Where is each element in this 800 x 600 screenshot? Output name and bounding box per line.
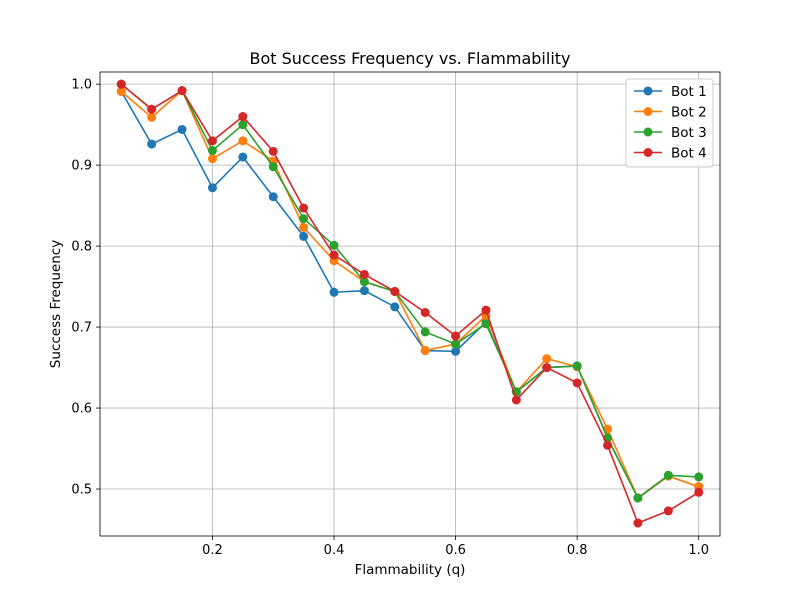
bot-2-point xyxy=(299,222,309,232)
legend-marker-bot-2 xyxy=(643,107,653,116)
legend: Bot 1 Bot 2 Bot 3 Bot 4 xyxy=(625,78,714,168)
ticks: 0.2 0.4 0.6 0.8 1.0 0.5 0.6 0.7 0.8 0.9 1.0 xyxy=(71,78,709,558)
bot-2-point xyxy=(147,112,157,122)
y-tick-label: 0.5 xyxy=(71,483,92,498)
y-tick-label: 0.9 xyxy=(71,159,92,174)
bot-3-point xyxy=(420,327,430,337)
bot-2-point xyxy=(116,86,126,96)
bot-4-point xyxy=(663,506,673,516)
x-axis-label: Flammability (q) xyxy=(355,562,466,578)
bot-1-point xyxy=(268,192,278,202)
bot-4-point xyxy=(572,378,582,388)
bot-1-point xyxy=(329,287,339,297)
bot-4-point xyxy=(420,308,430,318)
legend-marker-bot-1 xyxy=(643,86,653,96)
bot-4-point xyxy=(542,363,552,373)
bot-1-point xyxy=(390,302,400,312)
legend-label-bot-3: Bot 3 xyxy=(671,125,707,141)
bot-3-point xyxy=(481,319,491,329)
bot-4-point xyxy=(207,136,217,146)
legend-box xyxy=(625,78,714,168)
bot-3-point xyxy=(238,120,248,130)
bot-3-point xyxy=(694,472,704,482)
bot-3-point xyxy=(359,277,369,287)
series-group xyxy=(116,79,704,528)
bot-4-point xyxy=(603,440,613,450)
bot-1-point xyxy=(451,346,461,356)
x-tick-label: 0.6 xyxy=(445,543,466,558)
grid xyxy=(100,72,720,536)
y-tick-label: 1.0 xyxy=(71,78,92,93)
bot-4-point xyxy=(481,305,491,315)
bot-1-point xyxy=(299,231,309,241)
bot-2-point xyxy=(238,136,248,146)
bot-3-line xyxy=(120,83,699,499)
x-tick-label: 0.4 xyxy=(324,543,345,558)
bot-1-point xyxy=(207,183,217,193)
bot-3-point xyxy=(572,361,582,371)
y-tick-label: 0.7 xyxy=(71,321,92,336)
bot-1-point xyxy=(177,124,187,134)
bot-3-point xyxy=(299,214,309,224)
bot-4-point xyxy=(147,104,157,114)
bot-2-line xyxy=(120,89,699,499)
x-tick-label: 1.0 xyxy=(688,543,709,558)
bot-4-point xyxy=(633,518,643,528)
y-axis-label: Success Frequency xyxy=(48,240,64,368)
bot-4-point xyxy=(511,395,521,405)
bot-4-point xyxy=(451,331,461,341)
bot-4-point xyxy=(299,203,309,213)
legend-marker-bot-4 xyxy=(643,148,653,157)
bot-4-point xyxy=(177,86,187,96)
bot-4-point xyxy=(329,250,339,260)
bot-3-point xyxy=(207,146,217,156)
y-tick-label: 0.6 xyxy=(71,402,92,417)
bot-3-point xyxy=(329,240,339,250)
bot-4-point xyxy=(359,269,369,279)
bot-2-point xyxy=(420,346,430,356)
legend-label-bot-4: Bot 4 xyxy=(671,146,707,162)
bot-4-point xyxy=(238,112,248,122)
bot-1-point xyxy=(238,152,248,162)
bot-2-point xyxy=(542,354,552,364)
y-tick-label: 0.8 xyxy=(71,240,92,255)
bot-4-point xyxy=(390,286,400,296)
chart-title: Bot Success Frequency vs. Flammability xyxy=(250,49,571,68)
axes-frame xyxy=(99,71,721,537)
bot-3-point xyxy=(663,470,673,480)
bot-4-point xyxy=(694,487,704,497)
bot-4-point xyxy=(268,146,278,156)
bot-3-point xyxy=(268,162,278,172)
bot-3-point xyxy=(633,493,643,503)
bot-1-point xyxy=(359,286,369,296)
bot-1-point xyxy=(147,139,157,149)
legend-marker-bot-3 xyxy=(643,127,653,137)
x-tick-label: 0.2 xyxy=(202,543,223,558)
bot-2-point xyxy=(207,154,217,164)
bot-4-line xyxy=(120,83,700,524)
legend-label-bot-2: Bot 2 xyxy=(671,105,707,121)
legend-label-bot-1: Bot 1 xyxy=(671,84,707,100)
bot-3-point xyxy=(451,339,461,349)
bot-4-point xyxy=(116,79,126,89)
series-bot-4 xyxy=(116,79,704,528)
x-tick-label: 0.8 xyxy=(567,543,588,558)
